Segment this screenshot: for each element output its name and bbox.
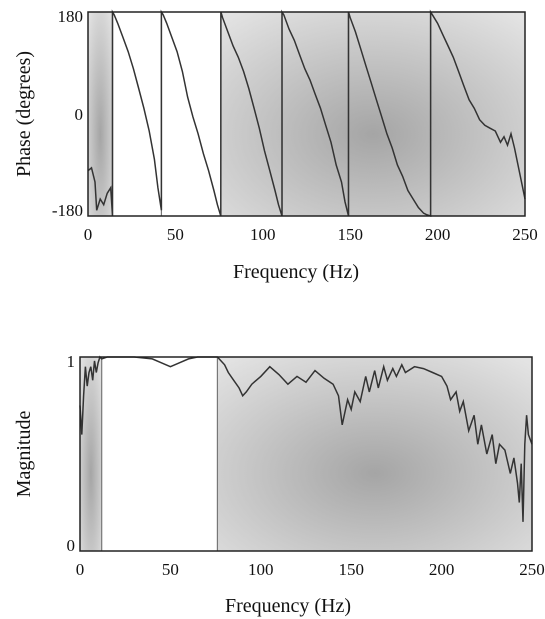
phase-plot-border (87, 11, 526, 217)
magnitude-x-tick-label: 50 (162, 560, 179, 579)
phase-y-axis-label: Phase (degrees) (13, 51, 35, 177)
phase-x-tick-label: 100 (250, 225, 276, 244)
phase-y-tick-label: 180 (58, 7, 84, 26)
magnitude-shaded-band (80, 357, 102, 551)
magnitude-x-tick-label: 150 (338, 560, 364, 579)
magnitude-x-tick-label: 200 (429, 560, 455, 579)
magnitude-x-tick-label: 250 (519, 560, 545, 579)
magnitude-shaded-band (217, 357, 532, 551)
phase-series-line (87, 9, 526, 218)
magnitude-x-axis-label: Frequency (Hz) (225, 595, 351, 617)
magnitude-y-axis-label: Magnitude (13, 411, 35, 498)
phase-x-axis-label: Frequency (Hz) (233, 261, 359, 283)
phase-x-tick-label: 0 (84, 225, 93, 244)
phase-shaded-band (220, 12, 525, 216)
magnitude-y-tick-label: 1 (67, 352, 76, 371)
magnitude-plot-border (79, 356, 533, 552)
phase-x-tick-label: 150 (337, 225, 363, 244)
magnitude-chart: 0 1 0 50 100 150 200 250 Frequency (Hz) Magnit… (13, 352, 545, 617)
phase-shaded-band (88, 12, 113, 216)
magnitude-x-tick-label: 0 (76, 560, 85, 579)
magnitude-x-tick-label: 100 (248, 560, 274, 579)
phase-y-tick-label: 0 (75, 105, 84, 124)
magnitude-y-tick-label: 0 (67, 536, 76, 555)
phase-x-tick-label: 200 (425, 225, 451, 244)
phase-x-tick-label: 50 (167, 225, 184, 244)
phase-x-tick-label: 250 (512, 225, 538, 244)
phase-y-tick-label: -180 (52, 201, 83, 220)
